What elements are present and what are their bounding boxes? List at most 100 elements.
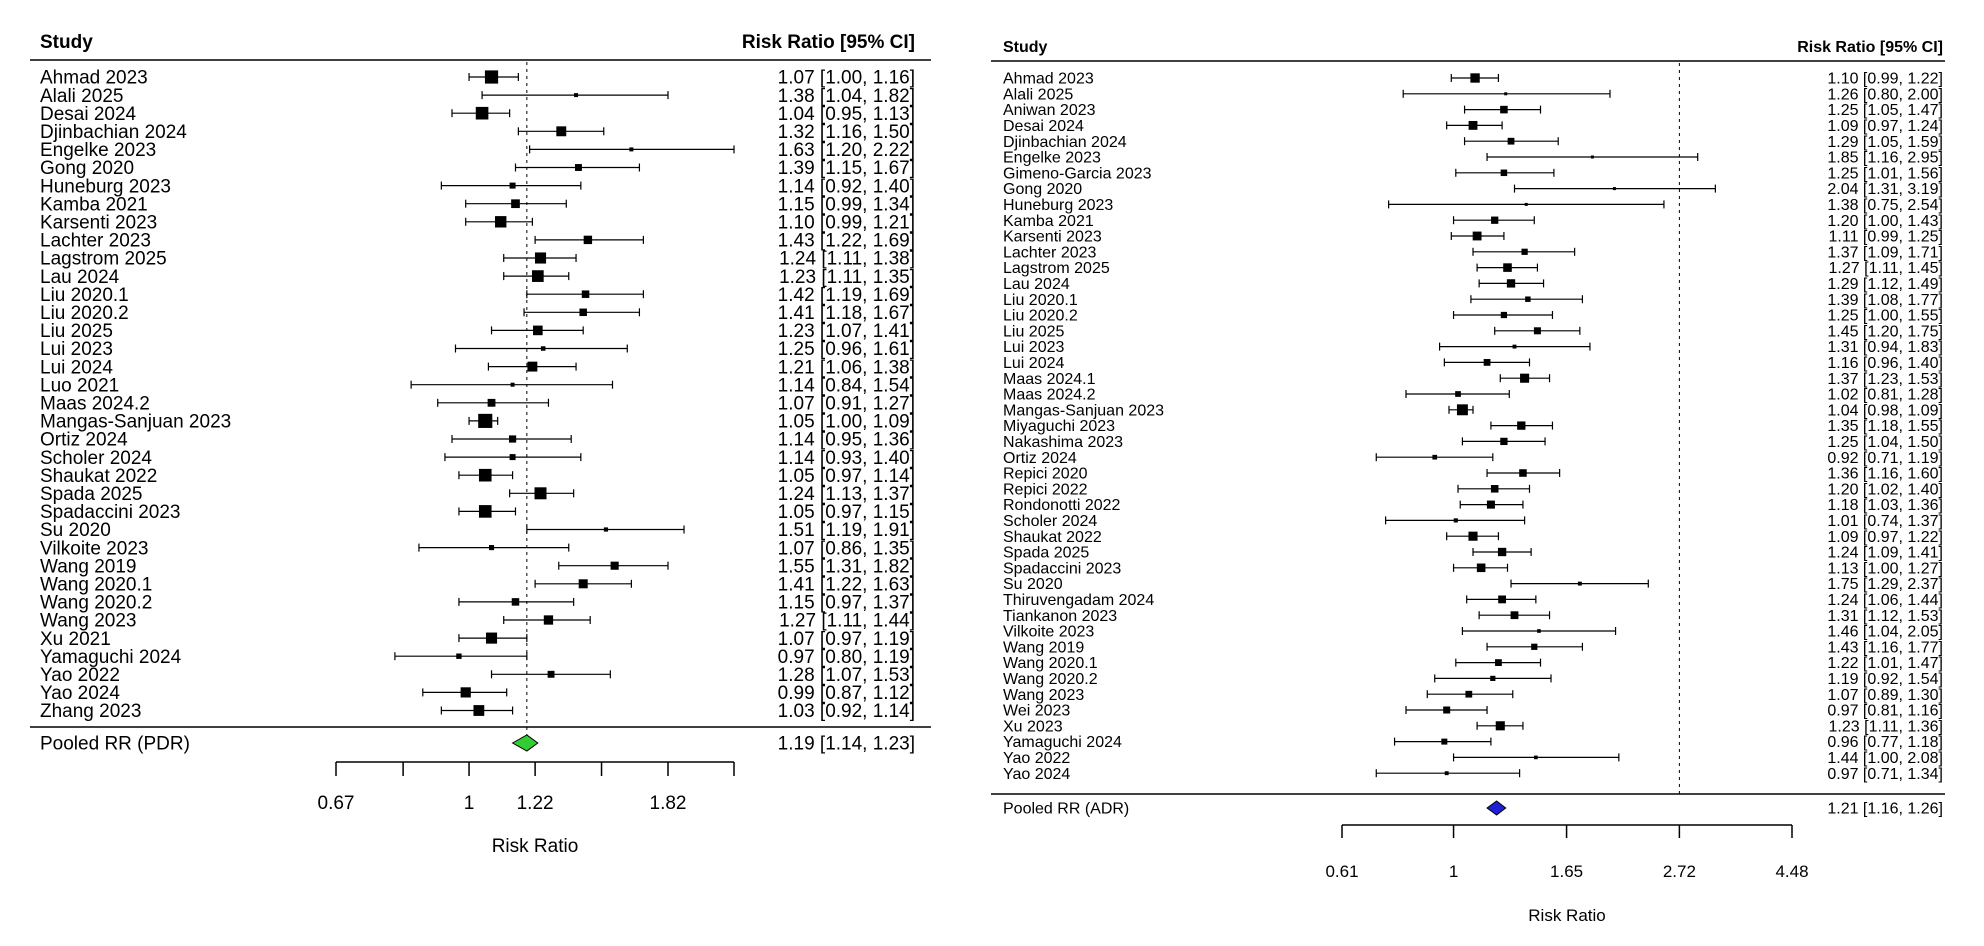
adr-point-estimate	[1519, 469, 1527, 477]
pdr-study-name: Maas 2024.2	[40, 393, 150, 414]
pdr-ci-text: 1.10 [0.99, 1.21]	[778, 212, 915, 233]
adr-point-estimate	[1533, 327, 1541, 335]
adr-study-name: Lui 2023	[1003, 339, 1064, 356]
pdr-ci-text: 1.03 [0.92, 1.14]	[778, 701, 915, 722]
pdr-study-name: Su 2020	[40, 520, 111, 541]
adr-study-name: Engelke 2023	[1003, 150, 1101, 167]
adr-tick-label: 1	[1449, 862, 1458, 881]
pdr-study-name: Engelke 2023	[40, 140, 156, 161]
adr-ci-text: 0.97 [0.81, 1.16]	[1827, 703, 1943, 720]
pdr-point-estimate	[473, 705, 485, 716]
pdr-ci-text: 1.04 [0.95, 1.13]	[778, 104, 915, 125]
adr-study-name: Xu 2023	[1003, 718, 1063, 735]
pdr-study-name: Vilkoite 2023	[40, 538, 148, 559]
adr-point-estimate	[1490, 675, 1496, 681]
pdr-point-estimate	[578, 579, 588, 589]
adr-ci-text: 1.85 [1.16, 2.95]	[1827, 150, 1943, 167]
adr-study-name: Wang 2020.1	[1003, 655, 1098, 672]
adr-ci-text: 1.24 [1.06, 1.44]	[1827, 592, 1943, 609]
pdr-study-name: Ahmad 2023	[40, 68, 148, 89]
pdr-point-estimate	[556, 126, 567, 137]
pdr-point-estimate	[534, 252, 547, 264]
adr-ci-text: 1.31 [0.94, 1.83]	[1827, 339, 1943, 356]
pdr-ci-text: 1.15 [0.97, 1.37]	[778, 593, 915, 614]
pdr-point-estimate	[478, 468, 492, 482]
adr-point-estimate	[1500, 311, 1508, 319]
adr-study-name: Ortiz 2024	[1003, 450, 1077, 467]
adr-ci-text: 1.09 [0.97, 1.24]	[1827, 118, 1943, 135]
adr-point-estimate	[1524, 202, 1528, 206]
pdr-point-estimate	[508, 435, 517, 443]
adr-ci-text: 2.04 [1.31, 3.19]	[1827, 181, 1943, 198]
adr-point-estimate	[1483, 359, 1491, 366]
pdr-point-estimate	[495, 216, 507, 228]
pdr-ci-text: 1.05 [0.97, 1.15]	[778, 502, 915, 523]
pdr-header-study: Study	[40, 32, 93, 53]
adr-study-name: Yao 2022	[1003, 750, 1070, 767]
pdr-point-estimate	[629, 147, 634, 152]
adr-point-estimate	[1500, 169, 1508, 177]
adr-study-name: Djinbachian 2024	[1003, 134, 1127, 151]
adr-ci-text: 1.24 [1.09, 1.41]	[1827, 545, 1943, 562]
adr-header-ci: Risk Ratio [95% CI]	[1797, 39, 1943, 56]
adr-ci-text: 1.02 [0.81, 1.28]	[1827, 387, 1943, 404]
adr-study-name: Lachter 2023	[1003, 244, 1097, 261]
pdr-header-ci: Risk Ratio [95% CI]	[742, 32, 915, 53]
pdr-point-estimate	[487, 398, 496, 407]
pdr-ci-text: 1.41 [1.18, 1.67]	[778, 303, 915, 324]
pdr-study-name: Liu 2025	[40, 321, 113, 342]
adr-study-name: Spada 2025	[1003, 545, 1089, 562]
adr-ci-text: 1.19 [0.92, 1.54]	[1827, 671, 1943, 688]
adr-point-estimate	[1590, 155, 1594, 159]
pdr-ci-text: 1.27 [1.11, 1.44]	[779, 611, 915, 632]
pdr-study-name: Lui 2024	[40, 357, 113, 378]
adr-ci-text: 1.16 [0.96, 1.40]	[1827, 355, 1943, 372]
pdr-pooled-label: Pooled RR (PDR)	[40, 734, 190, 755]
pdr-x-axis-label: Risk Ratio	[492, 836, 579, 857]
adr-ci-text: 1.36 [1.16, 1.60]	[1827, 466, 1943, 483]
adr-point-estimate	[1507, 137, 1515, 145]
adr-point-estimate	[1441, 738, 1448, 745]
adr-ci-text: 1.01 [0.74, 1.37]	[1827, 513, 1943, 530]
adr-tick-label: 2.72	[1663, 862, 1696, 881]
adr-ci-text: 1.09 [0.97, 1.22]	[1827, 529, 1943, 546]
adr-point-estimate	[1476, 563, 1486, 573]
adr-study-name: Yao 2024	[1003, 766, 1070, 783]
adr-ci-text: 1.20 [1.02, 1.40]	[1827, 481, 1943, 498]
pdr-point-estimate	[511, 199, 520, 209]
pdr-ci-text: 1.14 [0.92, 1.40]	[778, 176, 915, 197]
adr-study-name: Vilkoite 2023	[1003, 624, 1094, 641]
adr-ci-text: 1.43 [1.16, 1.77]	[1827, 639, 1943, 656]
adr-pooled-diamond	[1486, 800, 1507, 816]
adr-study-name: Desai 2024	[1003, 118, 1084, 135]
pdr-ci-text: 1.38 [1.04, 1.82]	[778, 86, 915, 107]
pdr-study-name: Alali 2025	[40, 86, 123, 107]
pdr-study-name: Lau 2024	[40, 267, 120, 288]
pdr-ci-text: 1.51 [1.19, 1.91]	[778, 520, 915, 541]
pdr-study-name: Shaukat 2022	[40, 466, 157, 487]
adr-ci-text: 1.25 [1.05, 1.47]	[1827, 102, 1943, 119]
pdr-ci-text: 1.32 [1.16, 1.50]	[778, 122, 915, 143]
pdr-ci-text: 1.21 [1.06, 1.38]	[778, 357, 915, 378]
adr-study-name: Wang 2023	[1003, 687, 1084, 704]
pdr-ci-text: 1.14 [0.84, 1.54]	[778, 375, 915, 396]
adr-ci-text: 1.04 [0.98, 1.09]	[1827, 402, 1943, 419]
pdr-point-estimate	[478, 413, 493, 428]
adr-point-estimate	[1500, 437, 1508, 446]
pdr-pooled-diamond	[511, 734, 539, 752]
adr-point-estimate	[1534, 755, 1538, 760]
pdr-study-name: Liu 2020.2	[40, 303, 129, 324]
adr-point-estimate	[1521, 248, 1528, 255]
adr-ci-text: 1.31 [1.12, 1.53]	[1827, 608, 1943, 625]
pdr-point-estimate	[484, 70, 499, 84]
adr-ci-text: 0.92 [0.71, 1.19]	[1827, 450, 1943, 467]
adr-ci-text: 1.27 [1.11, 1.45]	[1829, 260, 1943, 277]
adr-study-name: Lui 2024	[1003, 355, 1064, 372]
pdr-study-name: Zhang 2023	[40, 701, 141, 722]
adr-study-name: Su 2020	[1003, 576, 1063, 593]
adr-study-name: Yamaguchi 2024	[1003, 734, 1122, 751]
adr-study-name: Gimeno-Garcia 2023	[1003, 165, 1152, 182]
adr-point-estimate	[1506, 279, 1516, 288]
adr-study-name: Thiruvengadam 2024	[1003, 592, 1154, 609]
adr-point-estimate	[1455, 391, 1461, 397]
